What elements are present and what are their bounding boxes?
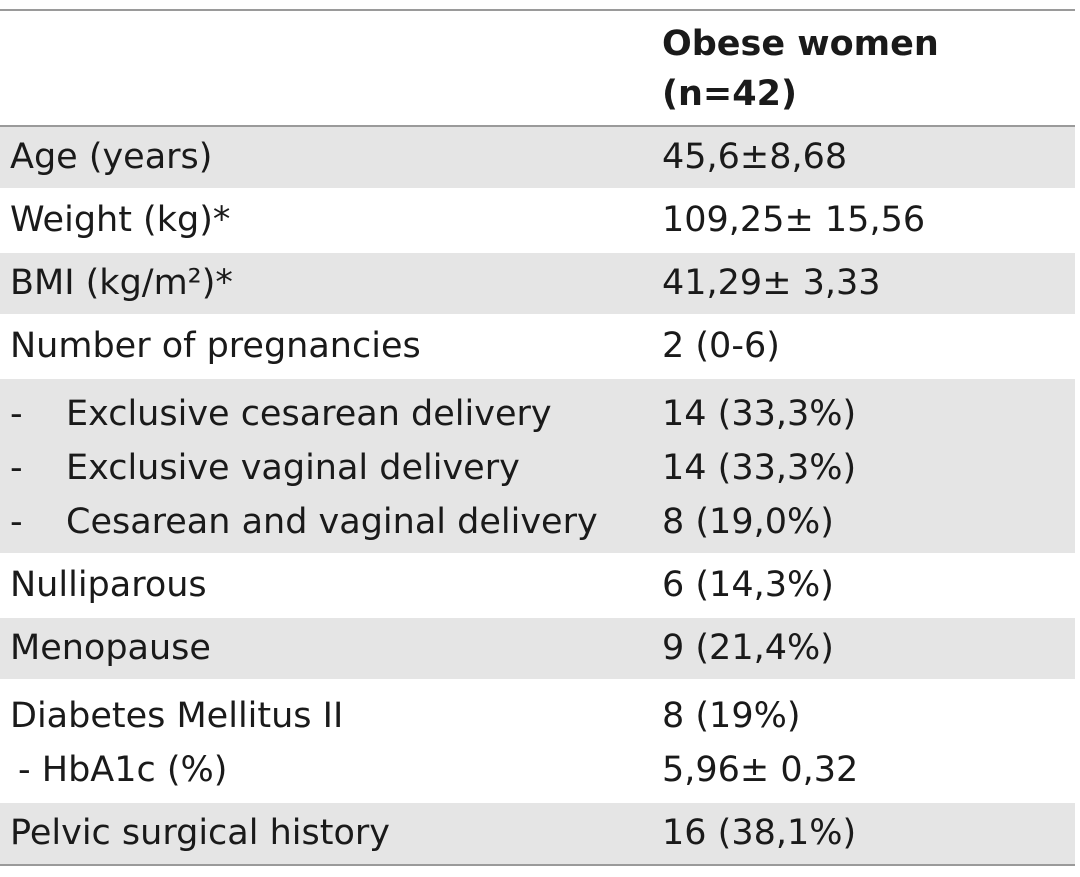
top-rule [0,9,1075,11]
row-label: Weight (kg)* [10,200,231,240]
row-sub-value: 5,96± 0,32 [662,750,859,790]
row-value: 6 (14,3%) [662,565,834,605]
row-label: Menopause [10,628,211,668]
dash-marker: - [10,502,23,542]
row-label: Nulliparous [10,565,207,605]
row-label: BMI (kg/m²)* [10,263,233,303]
row-value: 109,25± 15,56 [662,200,926,240]
row-value: 45,6±8,68 [662,137,848,177]
delivery-item-value: 14 (33,3%) [662,394,857,434]
table-row-nulliparous: Nulliparous 6 (14,3%) [0,555,1075,618]
row-label: Number of pregnancies [10,326,421,366]
delivery-item-label: - Exclusive vaginal delivery [10,441,650,495]
table-row-diabetes: Diabetes Mellitus II - HbA1c (%) 8 (19%)… [0,681,1075,803]
row-value: 9 (21,4%) [662,628,834,668]
table-row-pregnancies: Number of pregnancies 2 (0-6) [0,316,1075,379]
row-value: 41,29± 3,33 [662,263,881,303]
table-row-delivery: - Exclusive cesarean delivery - Exclusive … [0,379,1075,555]
row-label: Diabetes Mellitus II [10,696,344,736]
dash-marker: - [10,394,23,434]
header-value-cell: Obese women (n=42) [650,11,1075,125]
table-row-bmi: BMI (kg/m²)* 41,29± 3,33 [0,253,1075,316]
header-label-cell [0,11,650,125]
table-header: Obese women (n=42) [0,11,1075,127]
delivery-item-label: - Cesarean and vaginal delivery [10,495,650,549]
delivery-item-value: 8 (19,0%) [662,502,834,542]
row-value: 8 (19%) [662,696,801,736]
table-row-age: Age (years) 45,6±8,68 [0,127,1075,190]
row-value: 2 (0-6) [662,326,780,366]
delivery-item-value: 14 (33,3%) [662,448,857,488]
header-n: (n=42) [662,74,797,114]
row-label: Age (years) [10,137,213,177]
dash-marker: - [10,448,23,488]
table-row-pelvic: Pelvic surgical history 16 (38,1%) [0,803,1075,866]
row-value: 16 (38,1%) [662,813,857,853]
row-sub-label: - HbA1c (%) [18,750,228,790]
table-row-menopause: Menopause 9 (21,4%) [0,618,1075,681]
header-title: Obese women [662,24,939,64]
delivery-item-label: - Exclusive cesarean delivery [10,387,650,441]
row-label: Pelvic surgical history [10,813,390,853]
data-table: Obese women (n=42) Age (years) 45,6±8,68… [0,9,1075,866]
table-row-weight: Weight (kg)* 109,25± 15,56 [0,190,1075,253]
